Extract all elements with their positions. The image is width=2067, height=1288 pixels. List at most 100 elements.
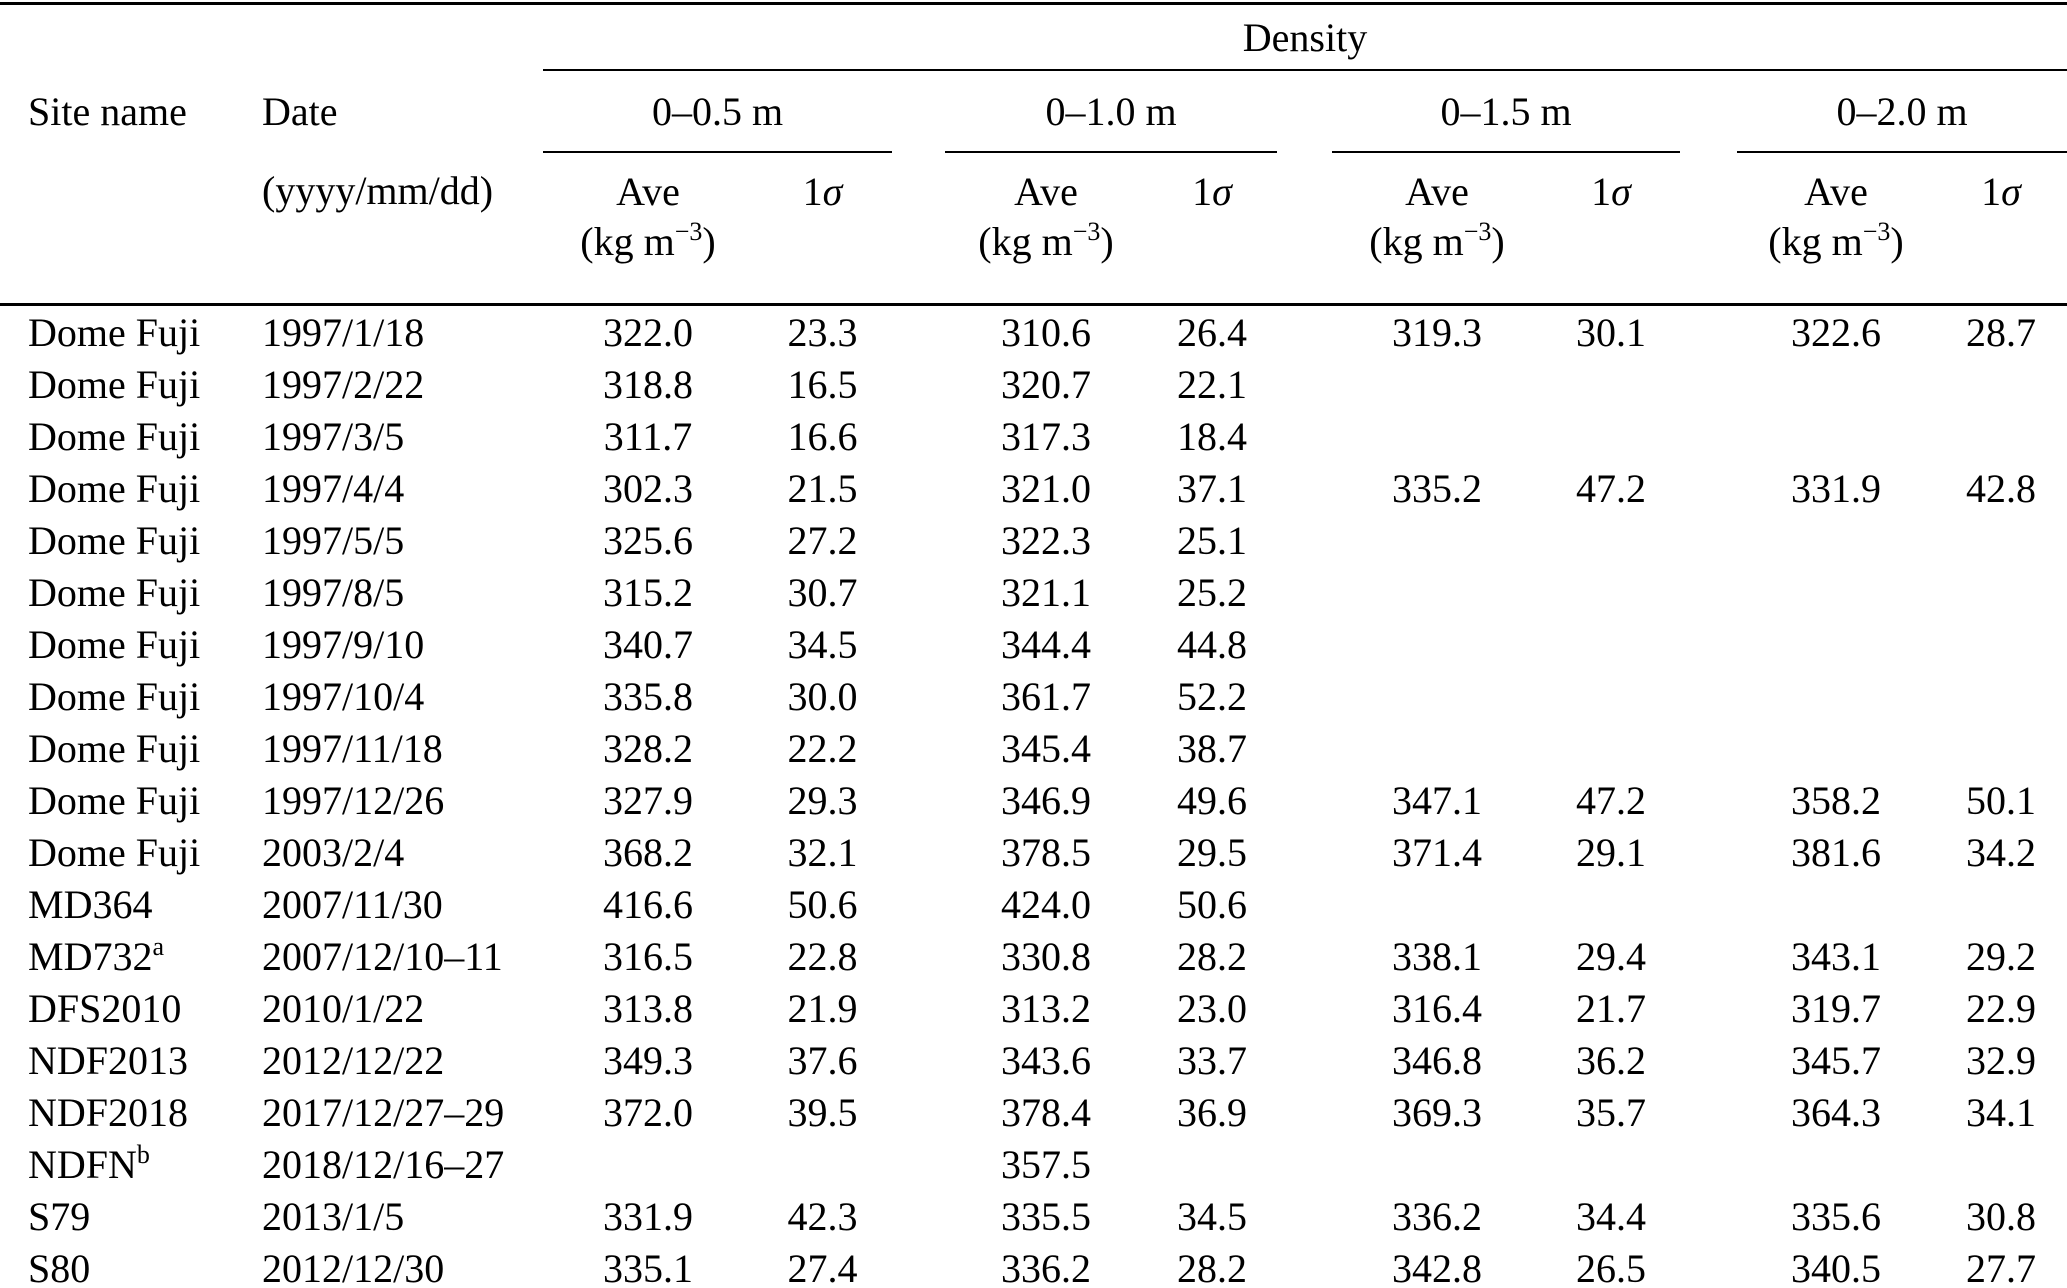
- column-gap: [1277, 826, 1332, 878]
- sigma-value-cell: 36.2: [1576, 1037, 1646, 1083]
- sigma-value-cell: [1935, 1138, 2067, 1190]
- ave-value-cell: 369.3: [1392, 1089, 1482, 1135]
- column-gap: [892, 1034, 945, 1086]
- unit-label: (kg m−3): [978, 217, 1114, 264]
- date-header: Date: [262, 88, 338, 134]
- ave-value-cell: [1332, 670, 1542, 722]
- unit-label: (kg m−3): [580, 217, 716, 264]
- sigma-header-1: 1σ: [753, 152, 892, 306]
- density-header-row: Density: [0, 3, 2067, 71]
- site-name-cell: NDF2018: [28, 1089, 189, 1135]
- date-cell: 2003/2/4: [262, 829, 405, 875]
- table-row: Dome Fuji 1997/5/5 325.6 27.2 322.3 25.1: [0, 514, 2067, 566]
- site-name-cell: Dome Fuji: [28, 413, 201, 459]
- sigma-value-cell: 16.6: [787, 413, 858, 459]
- sigma-value-cell: [1542, 722, 1680, 774]
- column-gap: [892, 70, 945, 152]
- site-name-cell: Dome Fuji: [28, 725, 201, 771]
- sigma-value-cell: 36.9: [1177, 1089, 1247, 1135]
- ave-label: Ave: [616, 169, 680, 214]
- column-gap: [1680, 1242, 1737, 1288]
- column-gap: [1277, 410, 1332, 462]
- column-gap: [1680, 305, 1737, 359]
- column-gap: [1277, 70, 1332, 152]
- column-gap: [892, 514, 945, 566]
- ave-value-cell: [1737, 514, 1935, 566]
- ave-value-cell: 328.2: [603, 725, 693, 771]
- ave-value-cell: 364.3: [1791, 1089, 1881, 1135]
- date-cell: 2018/12/16–27: [262, 1141, 505, 1187]
- unit-label: (kg m−3): [1369, 217, 1505, 264]
- column-gap: [892, 462, 945, 514]
- column-gap: [892, 566, 945, 618]
- ave-value-cell: 318.8: [603, 361, 693, 407]
- sigma-value-cell: 38.7: [1177, 725, 1247, 771]
- ave-value-cell: 331.9: [603, 1193, 693, 1239]
- column-gap: [892, 305, 945, 359]
- column-gap: [1680, 722, 1737, 774]
- ave-value-cell: 327.9: [603, 777, 693, 823]
- ave-value-cell: 343.6: [1001, 1037, 1091, 1083]
- unit-exponent: −3: [1072, 217, 1101, 246]
- table-row: DFS2010 2010/1/22 313.8 21.9 313.2 23.0 316.4 2…: [0, 982, 2067, 1034]
- sigma-value-cell: [753, 1138, 892, 1190]
- column-gap: [1680, 152, 1737, 306]
- date-format-label: (yyyy/mm/dd): [255, 152, 543, 306]
- ave-value-cell: 321.0: [1001, 465, 1091, 511]
- ave-value-cell: 315.2: [603, 569, 693, 615]
- ave-value-cell: 316.4: [1392, 985, 1482, 1031]
- sigma-value-cell: 34.2: [1966, 829, 2036, 875]
- sigma-value-cell: [1542, 514, 1680, 566]
- sigma-value-cell: 25.2: [1177, 569, 1247, 615]
- ave-value-cell: 335.2: [1392, 465, 1482, 511]
- site-name-cell: Dome Fuji: [28, 309, 201, 355]
- sigma-value-cell: 18.4: [1177, 413, 1247, 459]
- date-cell: 1997/8/5: [262, 569, 405, 615]
- sigma-value-cell: [1542, 670, 1680, 722]
- unit-exponent: −3: [1463, 217, 1492, 246]
- ave-value-cell: 336.2: [1392, 1193, 1482, 1239]
- column-gap: [1277, 1034, 1332, 1086]
- sigma-value-cell: [1935, 618, 2067, 670]
- ave-value-cell: 342.8: [1392, 1245, 1482, 1288]
- ave-value-cell: [1332, 878, 1542, 930]
- sigma-value-cell: 30.7: [787, 569, 858, 615]
- sigma-header-2: 1σ: [1147, 152, 1277, 306]
- site-name-cell: Dome Fuji: [28, 777, 201, 823]
- ave-value-cell: 331.9: [1791, 465, 1881, 511]
- sigma-value-cell: 37.6: [787, 1037, 858, 1083]
- column-gap: [1680, 670, 1737, 722]
- ave-value-cell: 424.0: [1001, 881, 1091, 927]
- sigma-value-cell: [1935, 514, 2067, 566]
- sigma-value-cell: 22.2: [787, 725, 858, 771]
- column-gap: [1680, 566, 1737, 618]
- ave-value-cell: [1332, 722, 1542, 774]
- sigma-value-cell: 23.3: [787, 309, 858, 355]
- column-gap: [1277, 514, 1332, 566]
- ave-value-cell: [1737, 618, 1935, 670]
- ave-value-cell: 346.9: [1001, 777, 1091, 823]
- table-row: Dome Fuji 1997/8/5 315.2 30.7 321.1 25.2: [0, 566, 2067, 618]
- column-gap: [892, 670, 945, 722]
- column-gap: [1680, 410, 1737, 462]
- column-gap: [1277, 1138, 1332, 1190]
- sigma-header-3: 1σ: [1542, 152, 1680, 306]
- sigma-value-cell: 47.2: [1576, 777, 1646, 823]
- ave-value-cell: [1332, 566, 1542, 618]
- sigma-value-cell: 34.1: [1966, 1089, 2036, 1135]
- sigma-value-cell: 30.1: [1576, 309, 1646, 355]
- depth-group-header-0-05m: 0–0.5 m: [543, 70, 892, 153]
- sigma-value-cell: 42.8: [1966, 465, 2036, 511]
- column-gap: [1680, 1138, 1737, 1190]
- depth-group-header-0-15m: 0–1.5 m: [1332, 70, 1680, 153]
- column-gap: [1680, 878, 1737, 930]
- site-name-cell: Dome Fuji: [28, 569, 201, 615]
- table-row: Dome Fuji 1997/10/4 335.8 30.0 361.7 52.2: [0, 670, 2067, 722]
- date-cell: 1997/12/26: [262, 777, 445, 823]
- sigma-value-cell: [1147, 1138, 1277, 1190]
- table-row: NDFNb 2018/12/16–27 357.5: [0, 1138, 2067, 1190]
- sigma-value-cell: [1935, 670, 2067, 722]
- column-gap: [1680, 982, 1737, 1034]
- column-gap: [892, 618, 945, 670]
